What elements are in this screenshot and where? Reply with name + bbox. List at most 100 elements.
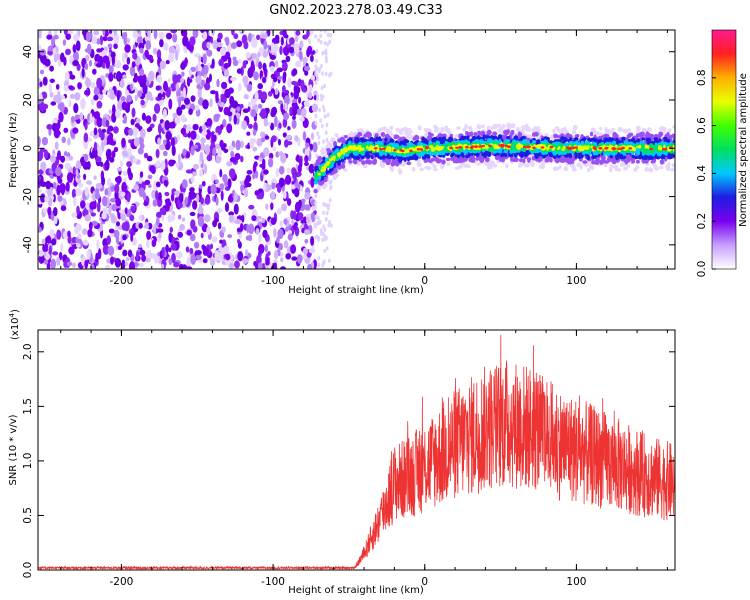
noise-cell	[122, 234, 127, 241]
noise-cell	[302, 87, 307, 93]
signal-cell	[382, 154, 386, 160]
noise-cell	[206, 118, 213, 127]
noise-cell	[265, 203, 269, 211]
noise-cell	[106, 129, 110, 135]
noise-cell	[258, 61, 263, 70]
noise-cell	[69, 74, 76, 80]
noise-cell	[95, 63, 103, 68]
noise-cell	[148, 184, 152, 188]
noise-cell	[109, 197, 117, 203]
noise-cell	[74, 92, 81, 101]
noise-cell	[254, 190, 260, 196]
noise-cell	[63, 151, 68, 157]
noise-cell	[173, 261, 180, 268]
noise-fringe-cell	[319, 30, 323, 33]
noise-cell	[58, 111, 64, 123]
signal-cell	[496, 123, 501, 128]
signal-cell	[606, 128, 611, 135]
noise-cell	[287, 77, 292, 89]
noise-cell	[59, 102, 65, 113]
noise-cell	[190, 95, 196, 102]
noise-cell	[56, 174, 61, 181]
noise-fringe-cell	[324, 48, 328, 53]
noise-cell	[120, 96, 126, 102]
noise-cell	[245, 249, 248, 257]
signal-cell	[503, 149, 509, 154]
noise-cell	[92, 190, 96, 202]
signal-cell	[487, 151, 492, 157]
noise-cell	[68, 100, 72, 108]
noise-fringe-cell	[319, 231, 323, 236]
noise-cell	[198, 202, 203, 213]
signal-cell	[357, 161, 361, 166]
signal-cell	[476, 135, 480, 140]
noise-cell	[43, 208, 47, 213]
signal-cell	[432, 164, 437, 169]
noise-cell	[68, 155, 74, 161]
signal-cell	[620, 161, 626, 166]
signal-cell	[571, 165, 576, 171]
noise-cell	[200, 79, 206, 87]
noise-cell	[190, 66, 197, 72]
noise-fringe-cell	[317, 140, 321, 146]
noise-cell	[296, 254, 303, 264]
noise-cell	[96, 100, 103, 109]
noise-cell	[206, 49, 213, 57]
noise-cell	[80, 200, 86, 209]
signal-cell	[517, 163, 522, 168]
noise-cell	[294, 188, 300, 198]
signal-cell	[444, 152, 450, 156]
noise-cell	[39, 69, 45, 75]
noise-cell	[157, 192, 162, 201]
signal-cell	[658, 165, 664, 170]
noise-fringe-cell	[317, 255, 321, 261]
noise-cell	[55, 166, 62, 177]
signal-cell	[357, 132, 363, 137]
noise-cell	[106, 36, 114, 42]
noise-cell	[168, 247, 172, 253]
signal-cell	[465, 131, 469, 136]
signal-cell	[330, 137, 336, 143]
noise-cell	[247, 123, 253, 129]
signal-cell	[510, 123, 516, 129]
noise-cell	[228, 211, 235, 216]
noise-cell	[83, 132, 89, 143]
noise-cell	[268, 152, 274, 160]
noise-cell	[199, 169, 204, 177]
noise-cell	[238, 82, 242, 92]
signal-cell	[342, 143, 347, 148]
noise-cell	[133, 136, 140, 147]
noise-cell	[212, 147, 217, 157]
noise-cell	[77, 82, 82, 90]
noise-cell	[184, 97, 190, 105]
noise-cell	[72, 60, 79, 67]
noise-cell	[267, 251, 271, 256]
noise-cell	[116, 175, 122, 184]
signal-cell	[432, 136, 437, 141]
noise-cell	[265, 257, 270, 262]
signal-cell	[398, 129, 404, 134]
noise-cell	[260, 91, 268, 101]
noise-cell	[171, 122, 176, 129]
noise-cell	[74, 114, 80, 120]
signal-cell	[618, 127, 624, 132]
noise-cell	[258, 233, 262, 244]
noise-cell	[199, 151, 204, 162]
noise-cell	[184, 196, 188, 206]
signal-cell	[623, 166, 628, 171]
noise-cell	[238, 58, 242, 64]
signal-cell	[335, 148, 339, 153]
signal-cell	[621, 137, 625, 141]
signal-cell	[662, 126, 667, 132]
noise-cell	[199, 142, 206, 151]
signal-cell	[398, 157, 403, 163]
noise-cell	[263, 147, 270, 157]
noise-cell	[215, 90, 219, 102]
noise-cell	[302, 131, 307, 141]
noise-cell	[114, 183, 120, 194]
noise-cell	[95, 252, 99, 263]
signal-cell	[557, 165, 563, 170]
noise-cell	[266, 107, 270, 114]
signal-cell	[534, 153, 539, 159]
noise-cell	[93, 111, 101, 120]
